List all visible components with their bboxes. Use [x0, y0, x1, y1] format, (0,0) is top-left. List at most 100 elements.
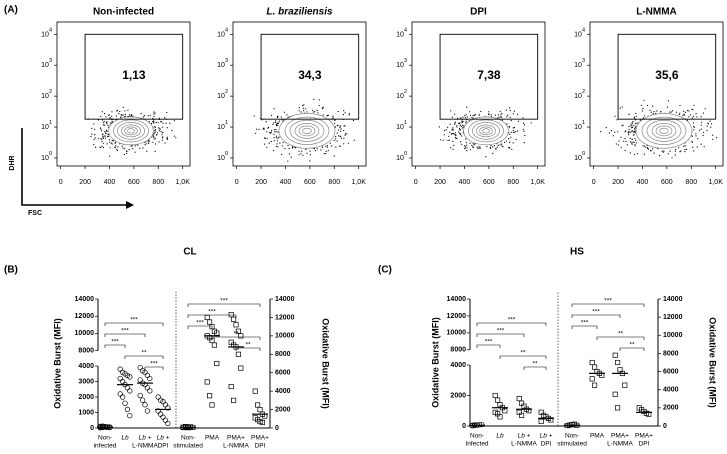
event-dot	[693, 150, 695, 152]
event-dot	[103, 121, 105, 124]
event-dot	[696, 146, 698, 148]
event-dot	[93, 144, 95, 146]
contour	[646, 119, 682, 142]
event-dot	[444, 130, 446, 132]
event-dot	[276, 143, 278, 145]
event-dot	[703, 146, 705, 148]
significance-bracket	[571, 303, 645, 307]
y-tick-power: 4	[582, 28, 585, 34]
data-point	[622, 382, 628, 388]
event-dot	[631, 129, 633, 132]
x-tick-label: 200	[612, 179, 624, 186]
event-dot	[284, 148, 286, 150]
y-tick-base: 10	[574, 155, 582, 162]
event-dot	[162, 122, 164, 124]
x-tick-label: 1,0K	[351, 179, 366, 186]
event-dot	[499, 144, 501, 146]
data-point	[592, 382, 598, 388]
x-tick-label: 800	[152, 179, 164, 186]
y-tick-label: 100	[396, 151, 407, 161]
event-dot	[649, 109, 651, 111]
category-label: DPI	[541, 441, 552, 448]
event-dot	[608, 132, 611, 134]
event-dot	[477, 148, 479, 150]
event-dot	[686, 119, 689, 121]
event-dot	[146, 150, 148, 152]
event-dot	[605, 127, 607, 129]
event-dot	[461, 135, 463, 137]
event-dot	[464, 115, 466, 117]
event-dot	[93, 138, 95, 141]
event-dot	[684, 148, 686, 150]
event-dot	[624, 131, 626, 133]
contour	[463, 116, 509, 146]
y-tick-base: 10	[396, 124, 404, 131]
event-dot	[335, 146, 337, 148]
data-point	[160, 414, 166, 420]
data-point	[127, 388, 133, 394]
event-dot	[103, 113, 106, 115]
event-dot	[488, 114, 490, 116]
event-dot	[630, 127, 633, 129]
event-dot	[634, 131, 636, 133]
event-dot	[128, 114, 131, 116]
data-point	[209, 402, 215, 408]
event-dot	[271, 130, 273, 132]
event-dot	[322, 108, 324, 110]
event-dot	[154, 129, 156, 132]
event-dot	[278, 136, 280, 138]
event-dot	[630, 124, 632, 126]
event-dot	[275, 137, 278, 139]
event-dot	[490, 145, 492, 147]
data-point	[204, 379, 210, 385]
event-dot	[160, 131, 162, 133]
y-tick-power: 2	[404, 90, 407, 96]
event-dot	[615, 143, 618, 145]
event-dot	[344, 133, 346, 135]
y-tick-label: 104	[396, 28, 407, 38]
event-dot	[517, 113, 519, 115]
event-dot	[707, 123, 710, 125]
event-dot	[508, 146, 510, 148]
event-dot	[116, 149, 118, 152]
event-dot	[464, 145, 466, 147]
event-dot	[523, 124, 526, 126]
significance-bracket	[104, 344, 126, 348]
significance-label: ***	[121, 328, 129, 335]
event-dot	[140, 112, 142, 115]
event-dot	[320, 149, 322, 151]
event-dot	[270, 141, 272, 143]
event-dot	[438, 126, 440, 128]
event-dot	[339, 145, 341, 147]
data-point	[214, 360, 220, 367]
event-dot	[153, 111, 155, 113]
event-dot	[685, 148, 688, 151]
event-dot	[454, 132, 456, 134]
event-dot	[501, 116, 503, 118]
event-dot	[109, 141, 111, 143]
event-dot	[625, 130, 627, 132]
contour	[476, 124, 496, 138]
significance-bracket	[571, 325, 598, 329]
event-dot	[644, 145, 646, 147]
event-dot	[101, 140, 103, 143]
event-dot	[344, 112, 346, 114]
event-dot	[263, 137, 265, 139]
y-tick-base: 10	[217, 155, 225, 162]
event-dot	[643, 153, 646, 155]
event-dot	[348, 113, 351, 115]
x-tick-label: 200	[79, 179, 91, 186]
event-dot	[267, 127, 269, 129]
y-tick-label: 103	[396, 59, 407, 69]
event-dot	[114, 141, 116, 143]
event-dot	[147, 115, 149, 117]
event-dot	[461, 127, 463, 129]
event-dot	[107, 124, 109, 127]
event-dot	[622, 124, 624, 126]
y-tick-base: 10	[574, 124, 582, 131]
arrow-head	[126, 201, 134, 209]
significance-bracket	[619, 347, 645, 351]
event-dot	[331, 145, 333, 147]
x-tick-label: 400	[280, 179, 292, 186]
event-dot	[472, 117, 474, 119]
